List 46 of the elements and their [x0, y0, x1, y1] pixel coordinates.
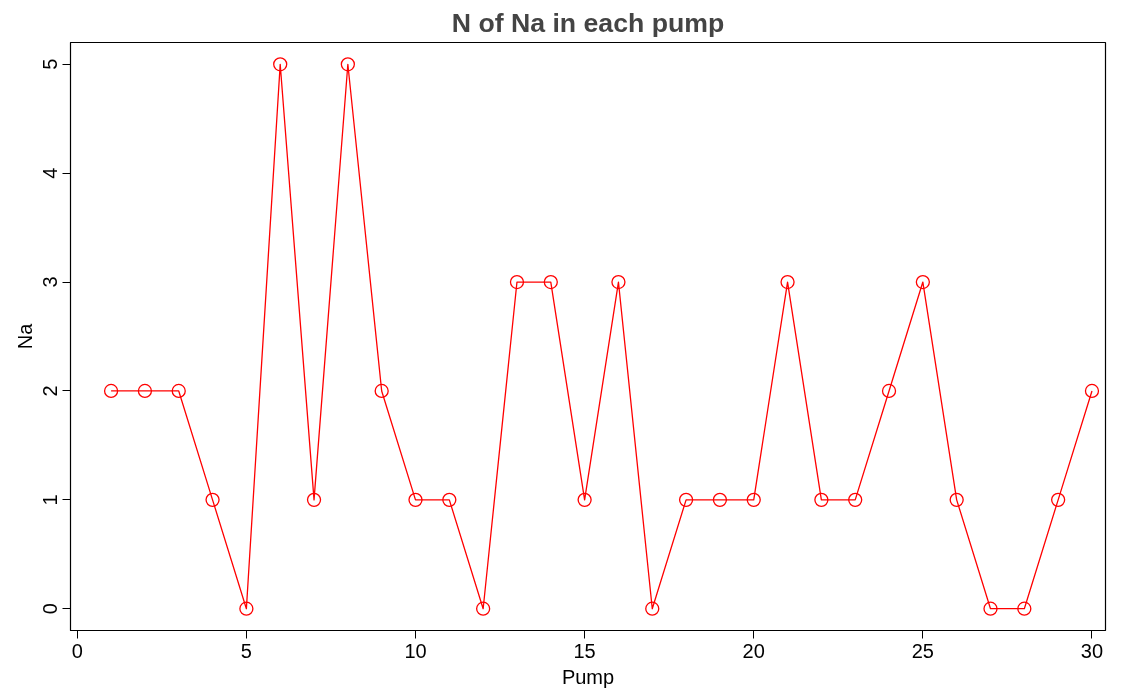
x-tick-label: 25 — [911, 639, 934, 662]
point — [374, 383, 389, 399]
x-tick-label: 20 — [742, 639, 765, 662]
point — [746, 492, 761, 507]
point — [171, 383, 186, 399]
point — [577, 492, 592, 507]
point — [509, 274, 525, 290]
y-tick-label: 0 — [39, 603, 62, 615]
point — [881, 383, 897, 399]
point — [780, 274, 795, 290]
y-tick-label: 1 — [39, 494, 62, 506]
point — [543, 274, 558, 290]
y-tick-label: 5 — [39, 58, 62, 70]
point — [239, 601, 254, 616]
point — [1084, 383, 1100, 399]
y-axis-title: Na — [13, 322, 36, 350]
x-tick-label: 0 — [71, 639, 83, 662]
point — [476, 601, 491, 616]
x-tick-label: 15 — [573, 639, 596, 662]
point — [137, 383, 153, 399]
point — [442, 492, 457, 507]
y-tick-label: 4 — [39, 167, 62, 179]
point — [611, 274, 626, 290]
point — [1051, 492, 1066, 507]
point — [915, 274, 930, 290]
point — [103, 383, 119, 399]
point — [678, 492, 694, 507]
point — [306, 492, 322, 507]
point — [645, 601, 660, 616]
y-tick-label: 3 — [39, 276, 62, 288]
point — [848, 492, 863, 507]
point — [340, 57, 355, 72]
point — [1017, 601, 1032, 616]
point — [273, 57, 288, 72]
x-tick-label: 30 — [1080, 639, 1104, 662]
chart-title: N of Na in each pump — [451, 7, 725, 38]
x-tick-label: 10 — [404, 639, 427, 662]
point — [205, 492, 220, 507]
point — [408, 492, 423, 507]
point — [712, 492, 728, 507]
point — [814, 492, 829, 507]
x-tick-label: 5 — [240, 639, 252, 662]
point — [949, 492, 964, 507]
y-tick-label: 2 — [39, 385, 62, 397]
x-axis-title: Pump — [561, 665, 615, 688]
point — [983, 601, 998, 616]
